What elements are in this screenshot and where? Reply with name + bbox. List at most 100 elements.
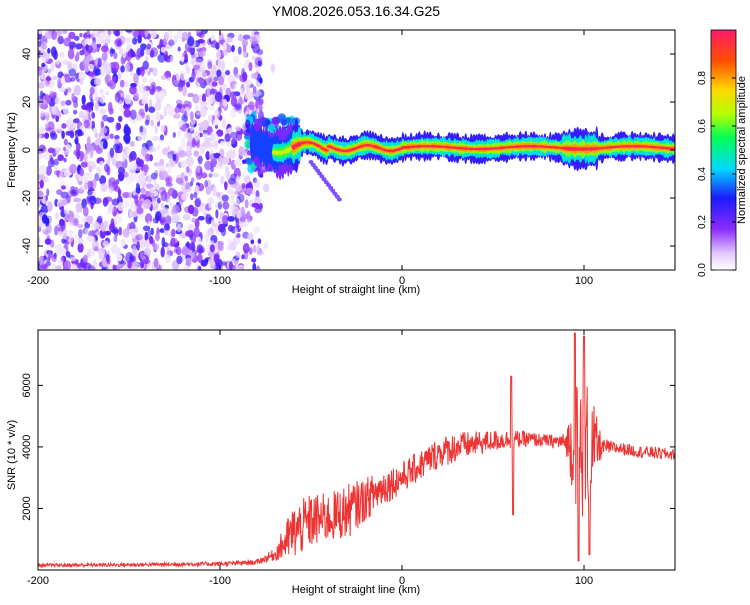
- heatmap-noise-blob: [83, 119, 90, 129]
- heatmap-noise-blob: [83, 176, 89, 185]
- heatmap-noise-blob: [86, 30, 90, 36]
- heatmap-noise-blob: [105, 210, 113, 215]
- heatmap-noise-blob: [159, 218, 165, 224]
- heatmap-noise-blob: [55, 212, 59, 220]
- heatmap-noise-blob: [177, 46, 181, 52]
- heatmap-noise-blob: [182, 265, 190, 270]
- snr-x-tick-label: 100: [575, 575, 593, 587]
- heatmap-noise-blob: [212, 186, 217, 197]
- heatmap-noise-blob: [111, 67, 117, 74]
- heatmap-noise-blob: [124, 200, 130, 208]
- heatmap-noise-blob: [170, 209, 175, 216]
- heatmap-noise-blob: [61, 185, 66, 190]
- heatmap-noise-blob: [38, 30, 43, 35]
- heatmap-noise-blob: [95, 37, 102, 45]
- heatmap-noise-blob: [102, 197, 109, 207]
- heatmap-noise-blob: [186, 81, 191, 88]
- spectrogram-y-tick-label: 20: [21, 96, 33, 108]
- heatmap-noise-blob: [94, 96, 102, 102]
- snr-series-line: [38, 332, 675, 569]
- heatmap-noise-blob: [160, 46, 166, 53]
- heatmap-noise-blob: [159, 158, 165, 166]
- heatmap-noise-blob: [197, 236, 202, 245]
- heatmap-noise-blob: [86, 215, 94, 225]
- colorbar: 0.0 0.2 0.4 0.6 0.8 Normalized spectral ampl…: [697, 29, 748, 277]
- colorbar-label: Normalized spectral amplitude: [736, 76, 748, 224]
- heatmap-noise-blob: [221, 156, 230, 165]
- heatmap-noise-blob: [173, 113, 181, 119]
- heatmap-noise-blob: [198, 49, 206, 57]
- heatmap-noise-blob: [125, 30, 133, 33]
- heatmap-noise-blob: [168, 106, 174, 116]
- heatmap-noise-blob: [230, 109, 237, 118]
- heatmap-noise-blob: [102, 114, 109, 122]
- heatmap-noise-blob: [55, 150, 60, 156]
- heatmap-noise-blob: [214, 91, 223, 103]
- heatmap-noise-blob: [206, 86, 210, 97]
- heatmap-noise-blob: [73, 218, 79, 226]
- heatmap-noise-blob: [60, 191, 69, 199]
- heatmap-noise-blob: [177, 130, 182, 138]
- heatmap-noise-blob: [148, 106, 156, 113]
- heatmap-noise-blob: [241, 183, 246, 189]
- snr-x-tick-label: -100: [209, 575, 231, 587]
- spectrogram-heatmap: [38, 30, 675, 270]
- heatmap-noise-blob: [263, 241, 269, 250]
- snr-plot: [38, 332, 675, 569]
- heatmap-noise-blob: [104, 230, 112, 236]
- heatmap-noise-blob: [193, 131, 201, 141]
- heatmap-noise-blob: [155, 233, 160, 242]
- heatmap-signal-cell: [318, 146, 324, 149]
- heatmap-noise-blob: [217, 58, 222, 69]
- heatmap-noise-blob: [129, 150, 137, 161]
- heatmap-noise-blob: [129, 171, 138, 182]
- heatmap-noise-blob: [47, 201, 53, 213]
- heatmap-noise-blob: [114, 92, 121, 103]
- heatmap-noise-blob: [79, 32, 83, 38]
- heatmap-noise-blob: [157, 90, 165, 102]
- heatmap-noise-blob: [76, 149, 81, 160]
- heatmap-noise-blob: [167, 30, 173, 40]
- heatmap-noise-blob: [184, 53, 188, 60]
- heatmap-noise-blob: [103, 220, 109, 228]
- heatmap-noise-blob: [220, 175, 225, 185]
- heatmap-noise-blob: [160, 190, 168, 202]
- heatmap-noise-blob: [209, 69, 217, 76]
- heatmap-noise-blob: [242, 71, 248, 82]
- heatmap-noise-blob: [84, 227, 90, 235]
- heatmap-noise-blob: [225, 44, 232, 51]
- heatmap-noise-blob: [197, 78, 205, 84]
- heatmap-noise-blob: [209, 142, 214, 148]
- heatmap-noise-blob: [129, 141, 135, 147]
- heatmap-noise-blob: [73, 213, 80, 220]
- heatmap-noise-blob: [102, 240, 109, 248]
- heatmap-noise-blob: [193, 191, 198, 199]
- heatmap-noise-blob: [55, 265, 62, 270]
- heatmap-noise-blob: [223, 181, 228, 189]
- heatmap-noise-blob: [259, 173, 264, 178]
- heatmap-noise-blob: [205, 151, 211, 161]
- heatmap-noise-blob: [185, 182, 191, 190]
- heatmap-noise-blob: [241, 171, 246, 177]
- heatmap-noise-blob: [192, 93, 200, 104]
- heatmap-noise-blob: [83, 206, 89, 217]
- heatmap-noise-blob: [45, 165, 52, 176]
- heatmap-noise-blob: [137, 159, 144, 167]
- heatmap-noise-blob: [181, 246, 190, 257]
- heatmap-noise-blob: [141, 186, 146, 195]
- heatmap-noise-blob: [200, 259, 208, 267]
- heatmap-noise-blob: [63, 37, 71, 47]
- heatmap-noise-blob: [47, 68, 52, 74]
- heatmap-noise-blob: [160, 124, 166, 133]
- heatmap-noise-blob: [124, 94, 132, 105]
- heatmap-noise-blob: [197, 265, 202, 270]
- heatmap-noise-blob: [51, 256, 57, 262]
- heatmap-noise-blob: [224, 170, 232, 179]
- heatmap-noise-blob: [77, 242, 84, 253]
- heatmap-noise-blob: [227, 216, 236, 222]
- heatmap-noise-blob: [231, 94, 237, 101]
- heatmap-noise-blob: [210, 40, 219, 48]
- heatmap-noise-blob: [71, 92, 75, 103]
- heatmap-noise-blob: [243, 245, 250, 250]
